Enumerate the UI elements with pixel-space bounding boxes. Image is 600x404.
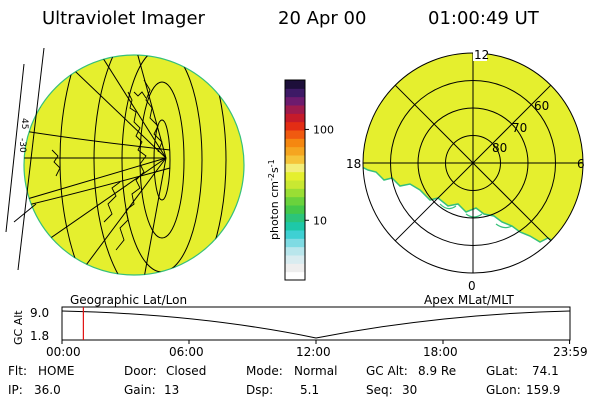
- orbit-altitude-curve: [61, 310, 571, 339]
- timeline-ytick-9: 9.0: [30, 306, 49, 320]
- timeline-xtick-0600: 06:00: [169, 345, 204, 359]
- colorbar-cell: [285, 80, 305, 89]
- timeline-tickmarks: [61, 340, 571, 344]
- geographic-emission-disk: [23, 54, 245, 276]
- status-flt-label: Flt:: [8, 364, 27, 378]
- altitude-timeline: GC Alt 9.0 1.8 00:00 06:00 12:00 18:00 2…: [12, 306, 588, 359]
- colorbar-cell: [285, 96, 305, 106]
- auroral-emission-fragments: [439, 203, 513, 229]
- colorbar-unit: photon cm-2s-1: [267, 159, 281, 240]
- colorbar-cell: [285, 88, 305, 98]
- lat-lon-grid: [24, 55, 244, 275]
- colorbar-unit-s: s: [268, 167, 281, 173]
- mlt-label-6: 6: [577, 157, 585, 171]
- colorbar-cell: [285, 146, 305, 156]
- colorbar-cell: [285, 171, 305, 181]
- colorbar-frame: [284, 79, 306, 281]
- colorbar-cell: [285, 113, 305, 123]
- mlt-label-bg-18: [344, 156, 362, 170]
- colorbar-unit-exp1: -2: [267, 173, 276, 181]
- colorbar-cell: [285, 255, 305, 264]
- status-mode-value: Normal: [294, 364, 337, 378]
- status-dsp-value: 5.1: [300, 383, 319, 397]
- colorbar-cell: [285, 163, 305, 173]
- colorbar-cell: [285, 221, 305, 231]
- geographic-map: 45 -30: [5, 47, 245, 276]
- timeline-frame: [61, 306, 571, 341]
- colorbar-cell: [285, 138, 305, 148]
- colorbar-tick-label: 10: [313, 214, 327, 227]
- mlat-label-80: 80: [492, 141, 507, 155]
- mlat-label-60: 60: [534, 99, 549, 113]
- status-glon-label: GLon:: [486, 383, 521, 397]
- colorbar-cell: [285, 130, 305, 139]
- mlt-label-0: 0: [468, 279, 476, 293]
- colorbar-unit-main: photon cm: [268, 181, 281, 240]
- status-seq-value: 30: [402, 383, 417, 397]
- colorbar-cell: [285, 263, 305, 273]
- mlat-label-70: 70: [512, 121, 527, 135]
- colorbar-ticks: 100 10: [305, 123, 334, 227]
- map-frame-lines: [5, 47, 45, 271]
- colorbar-cell: [285, 196, 305, 206]
- mlt-meridians: [363, 53, 583, 273]
- time-label: 01:00:49 UT: [428, 8, 540, 29]
- status-door-value: Closed: [166, 364, 206, 378]
- timeline-xtick-1200: 12:00: [296, 345, 331, 359]
- geographic-caption: Geographic Lat/Lon: [70, 293, 187, 307]
- status-gain-label: Gain:: [124, 383, 156, 397]
- colorbar-cell: [285, 238, 305, 248]
- timeline-axis-label: GC Alt: [12, 310, 25, 345]
- colorbar-unit-exp2: -1: [267, 159, 276, 167]
- status-glat-value: 74.1: [532, 364, 559, 378]
- colorbar-cell: [285, 271, 305, 281]
- status-gcalt-label: GC Alt:: [366, 364, 408, 378]
- mlt-label-18: 18: [346, 157, 361, 171]
- status-mode-label: Mode:: [246, 364, 283, 378]
- status-door-label: Door:: [124, 364, 157, 378]
- status-ip-value: 36.0: [34, 383, 61, 397]
- colorbar-cell: [285, 230, 305, 239]
- status-glat-label: GLat:: [486, 364, 518, 378]
- colorbar-cell: [285, 213, 305, 223]
- status-flt-value: HOME: [38, 364, 74, 378]
- colorbar-cell: [285, 205, 305, 214]
- timeline-ytick-1_8: 1.8: [30, 329, 49, 343]
- colorbar-cell: [285, 180, 305, 189]
- status-gain-value: 13: [164, 383, 179, 397]
- coastlines: [35, 79, 163, 251]
- date-label: 20 Apr 00: [278, 8, 366, 29]
- status-glon-value: 159.9: [526, 383, 560, 397]
- status-block: Flt: HOME IP: 36.0 Door: Closed Gain: 13…: [8, 364, 560, 397]
- timeline-xtick-2359: 23:59: [553, 345, 588, 359]
- status-seq-label: Seq:: [366, 383, 393, 397]
- status-gcalt-value: 8.9 Re: [418, 364, 456, 378]
- colorbar-cell: [285, 105, 305, 114]
- status-ip-label: IP:: [8, 383, 23, 397]
- colorbar-cell: [285, 188, 305, 198]
- mlt-label-12: 12: [474, 48, 489, 62]
- auroral-emission-region: [363, 53, 583, 248]
- map-edge-label-minus30: -30: [17, 138, 27, 153]
- apex-caption: Apex MLat/MLT: [424, 293, 514, 307]
- instrument-title: Ultraviolet Imager: [42, 8, 206, 29]
- status-dsp-label: Dsp:: [246, 383, 273, 397]
- colorbar: 100 10 photon cm-2s-1: [267, 79, 334, 281]
- colorbar-cell: [285, 121, 305, 131]
- map-edge-label-45: 45: [19, 118, 29, 129]
- mlt-label-bg-12: [473, 47, 487, 61]
- colorbar-cells: [285, 80, 305, 281]
- magnetic-polar-map: 12 18 6 0 60 70 80: [344, 47, 585, 293]
- colorbar-tick-label: 100: [313, 123, 334, 136]
- colorbar-cell: [285, 246, 305, 256]
- colorbar-cell: [285, 155, 305, 164]
- timeline-xtick-1800: 18:00: [423, 345, 458, 359]
- timeline-xtick-0000: 00:00: [46, 345, 81, 359]
